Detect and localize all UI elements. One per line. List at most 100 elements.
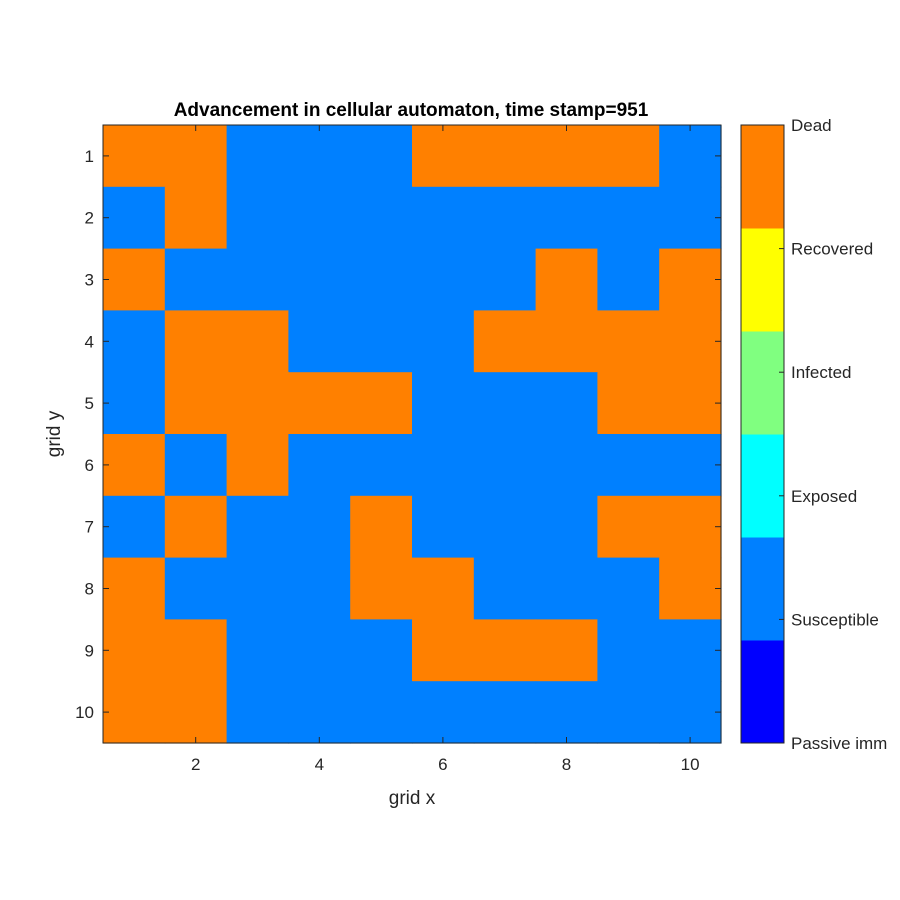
heatmap-cell [288,619,351,682]
y-tick-label: 5 [85,394,94,413]
heatmap-cells [103,125,722,744]
heatmap-cell [412,186,475,250]
y-tick-label: 9 [85,641,94,660]
heatmap-cell [412,619,475,682]
heatmap-cell [597,619,660,682]
x-tick-label: 10 [681,755,700,774]
heatmap-cell [350,681,413,744]
heatmap-cell [164,125,228,188]
heatmap-cell [535,434,598,497]
heatmap-cell [288,125,351,188]
heatmap-cell [535,248,598,311]
heatmap-cell [412,310,475,373]
y-axis-label: grid y [44,410,65,457]
y-axis-ticks: 1 2 3 4 5 6 7 8 9 10 [75,147,721,722]
heatmap-cell [226,248,289,311]
heatmap-cell [103,310,166,373]
heatmap-cell [597,125,660,188]
heatmap-cell [103,557,166,620]
heatmap-cell [103,681,166,744]
heatmap-cell [350,125,413,188]
heatmap-cell [226,619,289,682]
heatmap-cell [164,186,228,250]
heatmap-cell [226,125,289,188]
chart-title: Advancement in cellular automaton, time … [174,100,649,121]
heatmap-cell [659,248,722,311]
heatmap-cell [226,681,289,744]
colorbar: Passive imm Susceptible Exposed Infected Rec… [740,116,887,753]
heatmap-cell [164,310,228,373]
y-tick-label: 8 [85,580,94,599]
heatmap-cell [350,372,413,435]
heatmap-cell [597,495,660,559]
heatmap-cell [473,619,537,682]
heatmap-cell [659,619,722,682]
heatmap-cell [597,186,660,250]
y-tick-label: 7 [85,518,94,537]
heatmap-cell [164,557,228,620]
heatmap-cell [597,248,660,311]
colorbar-label: Recovered [791,240,873,259]
heatmap-cell [288,681,351,744]
colorbar-segment [741,434,784,538]
colorbar-segment [741,125,784,229]
heatmap-cell [350,186,413,250]
heatmap-cell [659,310,722,373]
colorbar-segment [741,331,784,435]
y-tick-label: 10 [75,703,94,722]
heatmap-cell [226,372,289,435]
heatmap-cell [659,434,722,497]
heatmap-cell [103,495,166,559]
heatmap-cell [226,310,289,373]
heatmap-cell [103,619,166,682]
heatmap-cell [473,557,537,620]
heatmap-cell [535,619,598,682]
heatmap-cell [535,186,598,250]
x-tick-label: 4 [315,755,324,774]
x-tick-label: 8 [562,755,571,774]
heatmap-cell [659,125,722,188]
heatmap-cell [659,557,722,620]
heatmap-cell [535,310,598,373]
plot-frame [102,124,722,744]
heatmap-cell [412,495,475,559]
heatmap-cell [473,681,537,744]
heatmap-cell [659,495,722,559]
heatmap-cell [535,681,598,744]
heatmap-cell [473,434,537,497]
heatmap-cell [412,557,475,620]
y-tick-label: 1 [85,147,94,166]
heatmap-cell [103,248,166,311]
heatmap-cell [288,372,351,435]
heatmap-cell [473,125,537,188]
heatmap-cell [164,372,228,435]
heatmap-cell [597,372,660,435]
x-tick-label: 6 [438,755,447,774]
heatmap-cell [535,372,598,435]
heatmap-cell [597,310,660,373]
heatmap-cell [103,125,166,188]
heatmap-cell [659,186,722,250]
heatmap-cell [412,125,475,188]
heatmap-cell [350,248,413,311]
y-tick-label: 3 [85,271,94,290]
heatmap-cell [103,434,166,497]
heatmap-cell [659,372,722,435]
heatmap-cell [226,557,289,620]
x-axis-ticks: 2 4 6 8 10 [191,125,700,774]
y-tick-label: 2 [85,209,94,228]
y-tick-label: 4 [85,332,94,351]
heatmap-cell [164,619,228,682]
heatmap-cell [350,495,413,559]
x-axis-label: grid x [389,788,436,809]
colorbar-segment [741,537,784,641]
colorbar-label: Exposed [791,487,857,506]
heatmap-cell [412,372,475,435]
heatmap-cell [350,310,413,373]
heatmap-cell [103,372,166,435]
heatmap-cell [412,248,475,311]
heatmap-cell [659,681,722,744]
heatmap-cell [597,434,660,497]
colorbar-segment [741,640,784,744]
